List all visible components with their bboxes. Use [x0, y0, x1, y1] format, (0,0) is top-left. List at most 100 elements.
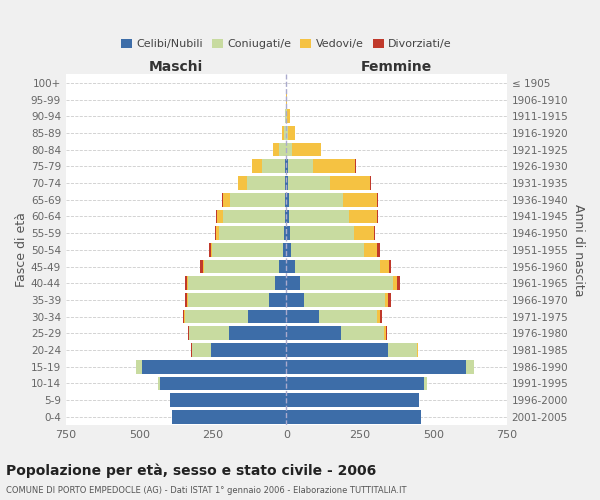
Text: Maschi: Maschi	[149, 60, 203, 74]
Bar	[355, 160, 356, 173]
Bar	[238, 176, 247, 190]
Y-axis label: Fasce di età: Fasce di età	[15, 212, 28, 288]
Bar	[283, 126, 284, 140]
Bar	[279, 143, 286, 156]
Bar	[286, 393, 419, 407]
Bar	[341, 326, 384, 340]
Legend: Celibi/Nubili, Coniugati/e, Vedovi/e, Divorziati/e: Celibi/Nubili, Coniugati/e, Vedovi/e, Di…	[116, 34, 456, 54]
Text: Femmine: Femmine	[361, 60, 432, 74]
Bar	[370, 176, 371, 190]
Bar	[203, 260, 204, 274]
Bar	[182, 310, 184, 324]
Bar	[285, 176, 286, 190]
Bar	[286, 143, 292, 156]
Bar	[212, 243, 283, 256]
Bar	[217, 226, 219, 240]
Bar	[188, 293, 269, 307]
Bar	[286, 226, 290, 240]
Bar	[388, 343, 417, 357]
Bar	[385, 293, 388, 307]
Bar	[304, 293, 385, 307]
Bar	[283, 243, 286, 256]
Bar	[187, 293, 188, 307]
Bar	[295, 260, 380, 274]
Bar	[286, 376, 424, 390]
Bar	[397, 276, 400, 290]
Bar	[286, 326, 341, 340]
Bar	[288, 126, 295, 140]
Bar	[188, 326, 189, 340]
Bar	[247, 176, 285, 190]
Bar	[291, 243, 364, 256]
Bar	[286, 243, 291, 256]
Text: Popolazione per età, sesso e stato civile - 2006: Popolazione per età, sesso e stato civil…	[6, 463, 376, 477]
Bar	[289, 210, 349, 224]
Bar	[466, 360, 474, 374]
Bar	[377, 210, 378, 224]
Bar	[301, 276, 393, 290]
Bar	[290, 226, 355, 240]
Bar	[223, 210, 285, 224]
Y-axis label: Anni di nascita: Anni di nascita	[572, 204, 585, 296]
Bar	[184, 310, 185, 324]
Bar	[287, 110, 290, 123]
Bar	[286, 310, 319, 324]
Bar	[288, 176, 331, 190]
Bar	[172, 410, 286, 424]
Bar	[160, 376, 286, 390]
Bar	[380, 260, 389, 274]
Bar	[185, 293, 187, 307]
Bar	[286, 210, 289, 224]
Bar	[136, 360, 142, 374]
Bar	[374, 226, 375, 240]
Bar	[289, 193, 343, 206]
Bar	[142, 360, 286, 374]
Bar	[219, 226, 284, 240]
Bar	[248, 310, 286, 324]
Bar	[292, 143, 321, 156]
Bar	[286, 276, 301, 290]
Bar	[377, 193, 378, 206]
Bar	[204, 260, 279, 274]
Bar	[380, 310, 382, 324]
Bar	[185, 276, 187, 290]
Bar	[384, 326, 386, 340]
Bar	[275, 276, 286, 290]
Bar	[355, 226, 374, 240]
Bar	[319, 310, 377, 324]
Bar	[217, 210, 223, 224]
Bar	[262, 160, 286, 173]
Bar	[273, 143, 279, 156]
Bar	[188, 276, 275, 290]
Bar	[222, 193, 223, 206]
Bar	[251, 160, 262, 173]
Bar	[286, 293, 304, 307]
Bar	[286, 193, 289, 206]
Bar	[364, 243, 377, 256]
Bar	[215, 226, 217, 240]
Bar	[279, 260, 286, 274]
Bar	[230, 193, 285, 206]
Bar	[158, 376, 160, 390]
Bar	[284, 126, 286, 140]
Bar	[211, 343, 286, 357]
Bar	[286, 410, 421, 424]
Bar	[190, 326, 229, 340]
Bar	[349, 210, 377, 224]
Bar	[185, 310, 248, 324]
Bar	[192, 343, 211, 357]
Bar	[211, 243, 212, 256]
Bar	[286, 343, 388, 357]
Bar	[377, 243, 380, 256]
Bar	[286, 176, 288, 190]
Bar	[286, 360, 466, 374]
Bar	[313, 160, 355, 173]
Bar	[229, 326, 286, 340]
Bar	[269, 293, 286, 307]
Bar	[343, 193, 377, 206]
Bar	[223, 193, 230, 206]
Bar	[187, 276, 188, 290]
Bar	[389, 260, 391, 274]
Bar	[288, 160, 313, 173]
Bar	[170, 393, 286, 407]
